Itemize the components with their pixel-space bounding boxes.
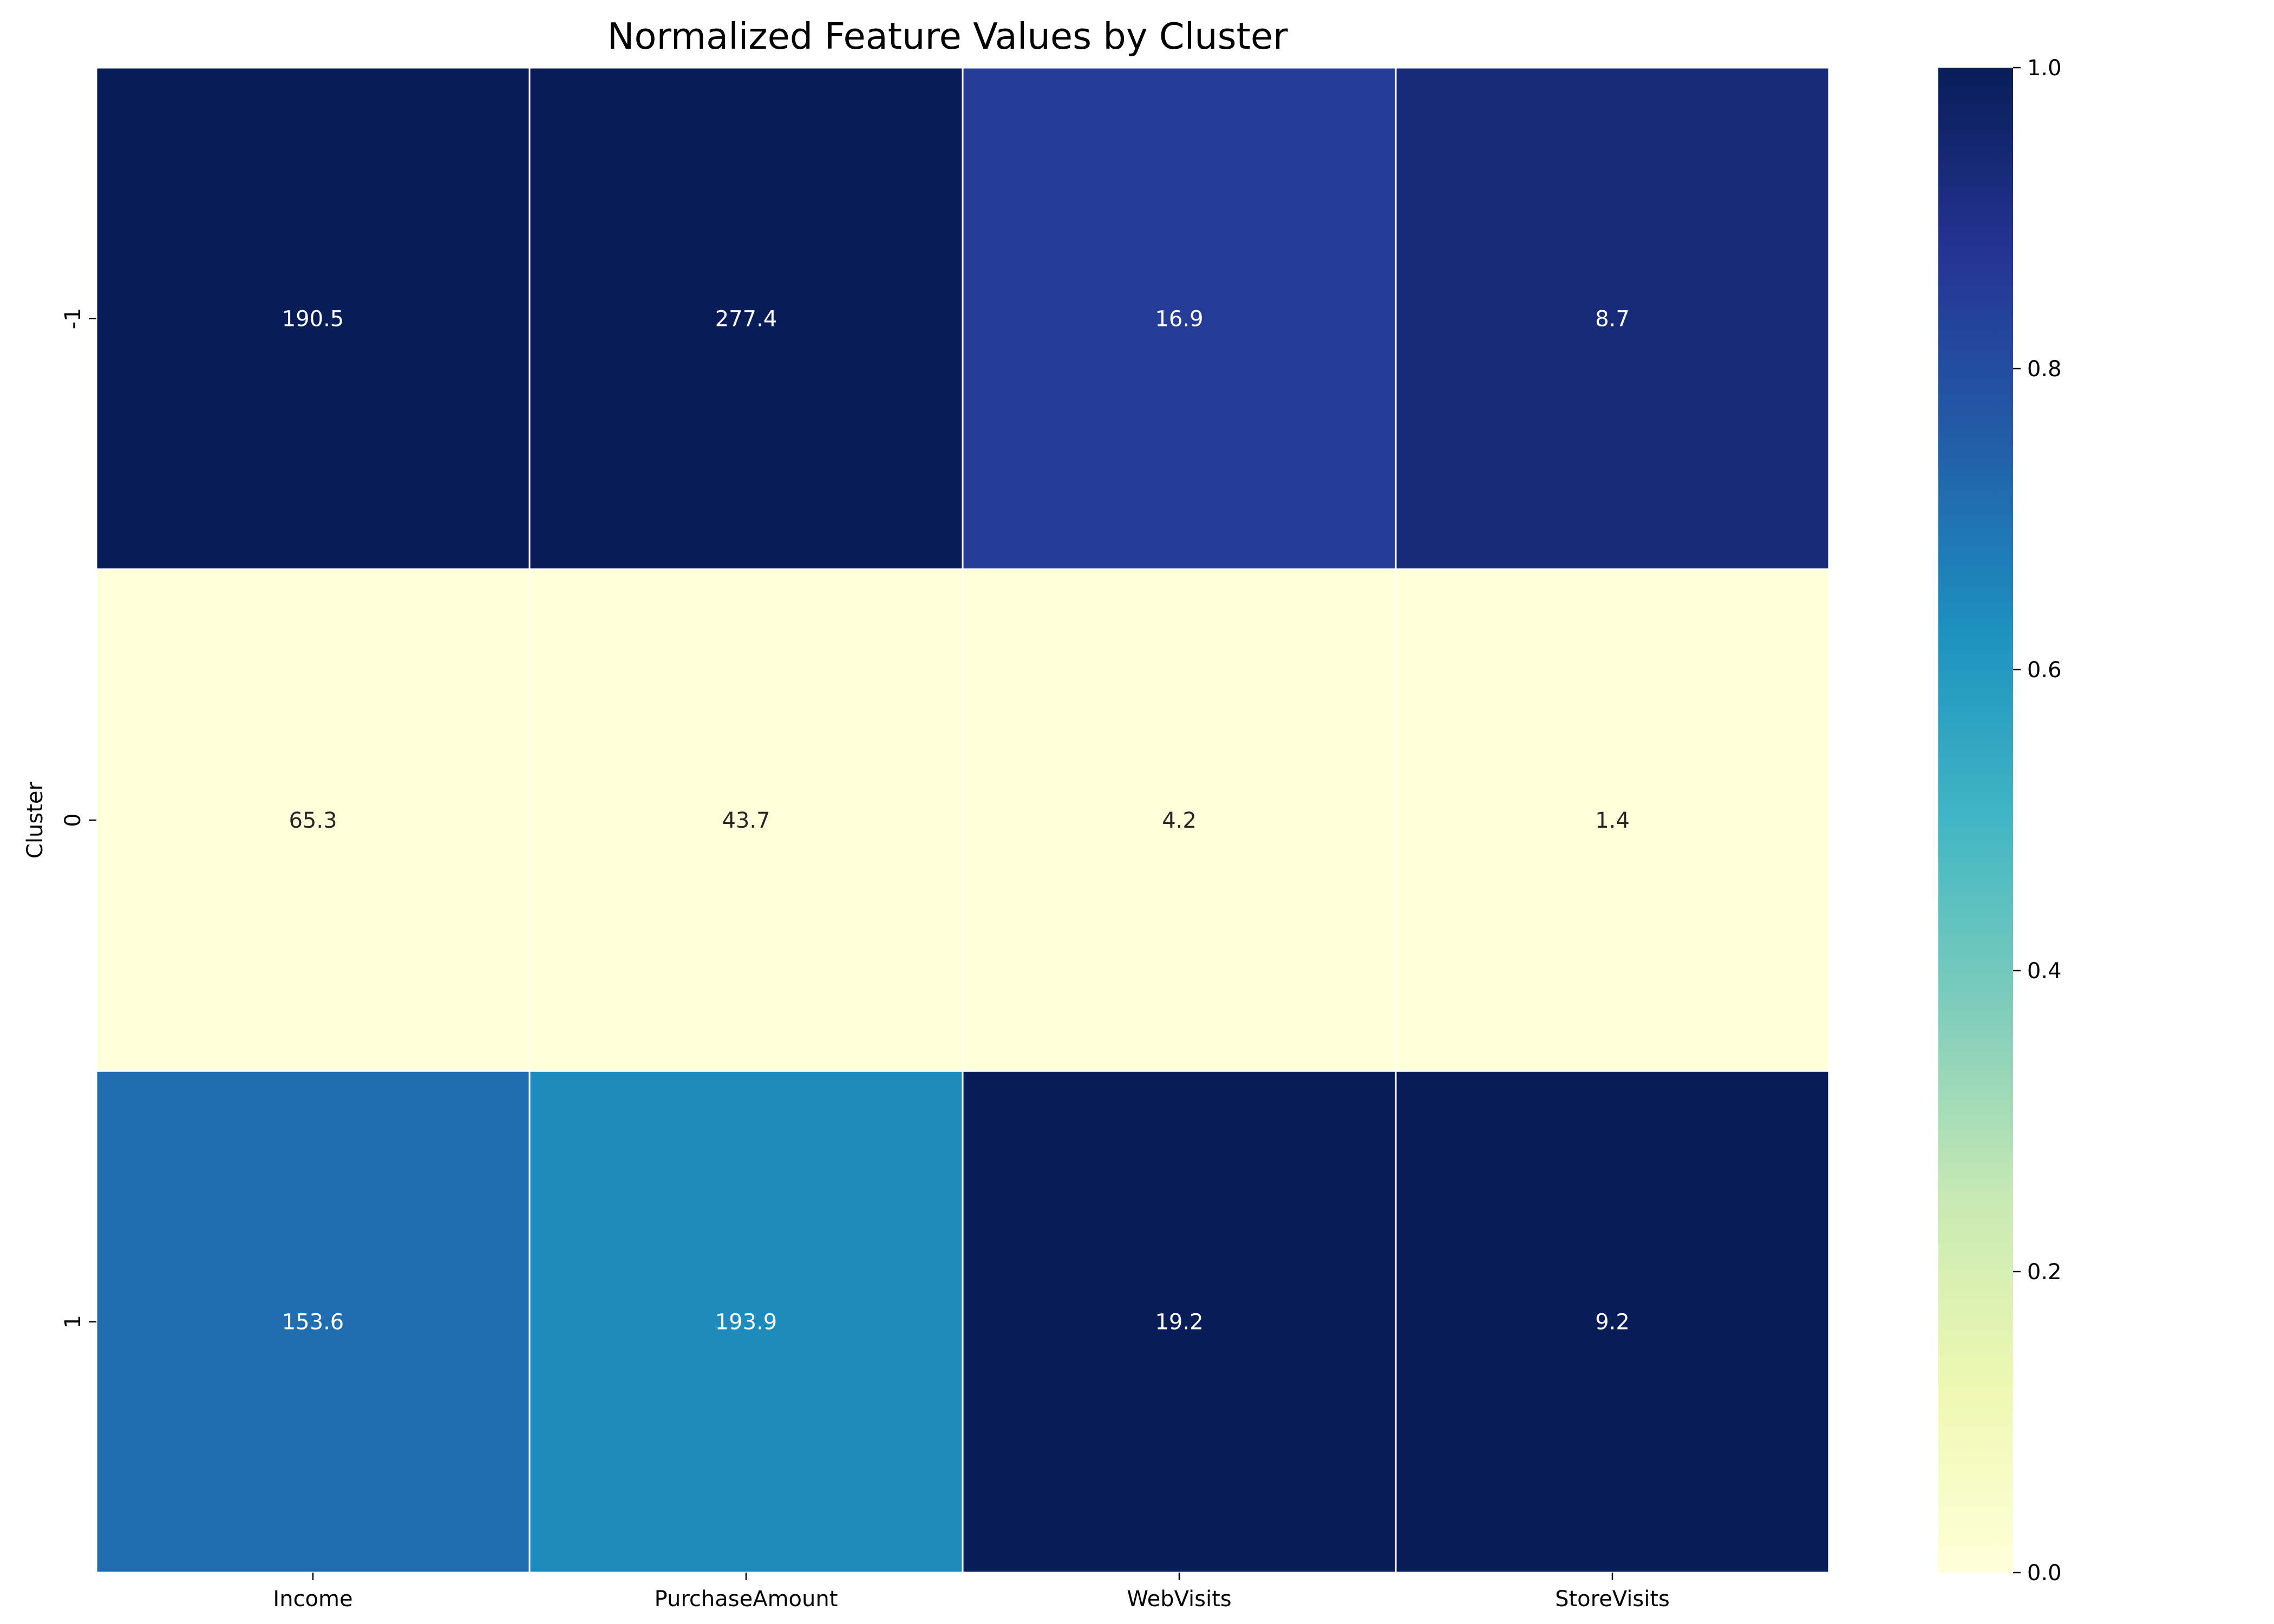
colorbar-tick-label: 0.2 — [2027, 1260, 2062, 1285]
heatmap-cell — [528, 568, 964, 1072]
x-axis-ticks: Income PurchaseAmount WebVisits StoreVisits — [273, 1573, 1670, 1612]
cell-annotation: 16.9 — [1155, 306, 1203, 331]
cell-annotation: 8.7 — [1595, 306, 1630, 331]
colorbar — [1938, 68, 2013, 1573]
cell-annotation: 153.6 — [282, 1310, 344, 1335]
heatmap-cell — [1395, 568, 1830, 1072]
x-tick-label: PurchaseAmount — [655, 1587, 838, 1612]
x-tick-label: StoreVisits — [1555, 1587, 1670, 1612]
y-tick-label: -1 — [61, 307, 86, 329]
colorbar-tick-label: 0.0 — [2027, 1561, 2062, 1586]
heatmap-cell — [1395, 67, 1830, 571]
y-axis-ticks: -1 0 1 — [61, 307, 96, 1328]
cell-annotation: 19.2 — [1155, 1310, 1203, 1335]
heatmap-cells — [95, 67, 1830, 1574]
cell-annotation: 9.2 — [1595, 1310, 1630, 1335]
colorbar-tick-label: 1.0 — [2027, 56, 2062, 81]
x-tick-label: WebVisits — [1127, 1587, 1231, 1612]
heatmap-cell — [95, 568, 531, 1072]
colorbar-ticks: 0.0 0.2 0.4 0.6 0.8 1.0 — [2013, 56, 2062, 1586]
heatmap-cell — [95, 67, 531, 571]
heatmap-cell — [962, 67, 1397, 571]
heatmap-cell — [962, 568, 1397, 1072]
chart-title: Normalized Feature Values by Cluster — [607, 15, 1288, 57]
cell-annotation: 4.2 — [1162, 808, 1197, 833]
cell-annotation: 190.5 — [282, 306, 344, 331]
cell-annotation: 43.7 — [722, 808, 770, 833]
colorbar-tick-label: 0.8 — [2027, 357, 2062, 382]
heatmap-annotations: 190.5 277.4 16.9 8.7 65.3 43.7 4.2 1.4 153.6 193.… — [282, 306, 1630, 1334]
colorbar-tick-label: 0.4 — [2027, 959, 2062, 984]
y-tick-label: 0 — [61, 813, 86, 827]
heatmap-cell — [528, 67, 964, 571]
cell-annotation: 65.3 — [289, 808, 337, 833]
cell-annotation: 277.4 — [715, 306, 777, 331]
y-tick-label: 1 — [61, 1315, 86, 1328]
y-axis-label: Cluster — [23, 781, 48, 859]
heatmap-cell — [1395, 1070, 1830, 1574]
colorbar-tick-label: 0.6 — [2027, 658, 2062, 683]
cell-annotation: 193.9 — [715, 1310, 777, 1335]
x-tick-label: Income — [273, 1587, 352, 1612]
cell-annotation: 1.4 — [1595, 808, 1630, 833]
heatmap-cell — [528, 1070, 964, 1574]
